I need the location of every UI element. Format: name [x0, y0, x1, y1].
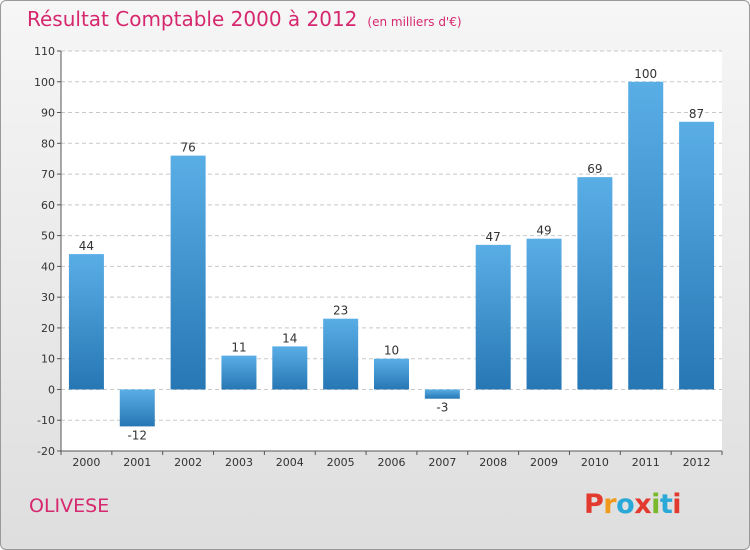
y-axis-ticks: -20 -10 0 10 20 30 40 50 60 70 80 90 100 110	[34, 45, 61, 458]
proxiti-logo: Proxiti	[584, 489, 682, 520]
x-tick-label: 2006	[378, 456, 406, 469]
bar-2005	[323, 318, 359, 390]
bar-2009	[526, 238, 562, 390]
value-label: 100	[634, 67, 657, 81]
logo-letter: i	[672, 489, 682, 520]
title-main: Résultat Comptable 2000 à 2012	[27, 7, 358, 31]
x-tick-label: 2009	[530, 456, 558, 469]
value-label: 76	[180, 141, 195, 155]
value-label: 14	[282, 331, 297, 345]
logo-letter: t	[659, 489, 673, 520]
y-tick-label: 90	[41, 107, 55, 120]
plot-area	[61, 51, 722, 451]
value-label: -12	[127, 428, 147, 442]
value-label: 87	[689, 107, 704, 121]
bar-2006	[374, 358, 409, 390]
y-tick-label: 70	[41, 168, 55, 181]
axes	[60, 51, 722, 452]
y-tick-label: 60	[41, 199, 55, 212]
logo-letter: P	[584, 489, 604, 520]
chart-title: Résultat Comptable 2000 à 2012 (en millie…	[27, 7, 462, 31]
y-tick-label: 50	[41, 230, 55, 243]
y-tick-label: 20	[41, 322, 55, 335]
y-tick-label: 40	[41, 260, 55, 273]
value-label: 49	[536, 224, 551, 238]
x-tick-label: 2002	[174, 456, 202, 469]
x-tick-label: 2001	[123, 456, 151, 469]
x-tick-label: 2007	[428, 456, 456, 469]
logo-letter: o	[616, 489, 635, 520]
y-tick-label: 110	[34, 45, 55, 58]
bar-2010	[577, 177, 613, 390]
logo-letter: r	[603, 489, 617, 520]
bar-2003	[221, 355, 257, 390]
title-unit: (en milliers d'€)	[367, 15, 462, 29]
y-tick-label: 30	[41, 291, 55, 304]
logo-letter: i	[651, 489, 660, 520]
value-labels: 44 -12 76 11 14 23 10 -3 47 49 69 100 87	[79, 67, 704, 443]
value-label: 69	[587, 162, 602, 176]
bar-2011	[628, 81, 664, 390]
bar-2007	[424, 389, 460, 399]
bars	[68, 81, 715, 427]
bar-2008	[475, 244, 511, 390]
bar-2012	[679, 121, 715, 390]
value-label: 47	[486, 230, 501, 244]
commune-name: OLIVESE	[29, 495, 110, 517]
y-tick-label: 0	[48, 383, 55, 396]
bar-2000	[68, 254, 104, 390]
x-tick-label: 2010	[581, 456, 609, 469]
value-label: 11	[231, 341, 246, 355]
x-tick-label: 2004	[276, 456, 304, 469]
value-label: 10	[384, 344, 399, 358]
value-label: -3	[436, 401, 448, 415]
y-tick-label: -10	[37, 414, 55, 427]
value-label: 23	[333, 304, 348, 318]
x-tick-label: 2008	[479, 456, 507, 469]
x-tick-label: 2011	[632, 456, 660, 469]
x-tick-label: 2003	[225, 456, 253, 469]
bar-2001	[119, 389, 155, 427]
x-axis-ticks: 2000 2001 2002 2003 2004 2005 2006 2007 2008 2009…	[60, 451, 723, 469]
y-tick-label: -20	[37, 445, 55, 458]
bar-2004	[272, 346, 308, 390]
logo-letter: x	[634, 489, 652, 520]
value-label: 44	[79, 239, 94, 253]
y-tick-label: 80	[41, 137, 55, 150]
x-tick-label: 2000	[72, 456, 100, 469]
y-tick-label: 100	[34, 76, 55, 89]
x-tick-label: 2005	[327, 456, 355, 469]
bar-2002	[170, 155, 206, 390]
y-tick-label: 10	[41, 353, 55, 366]
x-tick-label: 2012	[683, 456, 711, 469]
